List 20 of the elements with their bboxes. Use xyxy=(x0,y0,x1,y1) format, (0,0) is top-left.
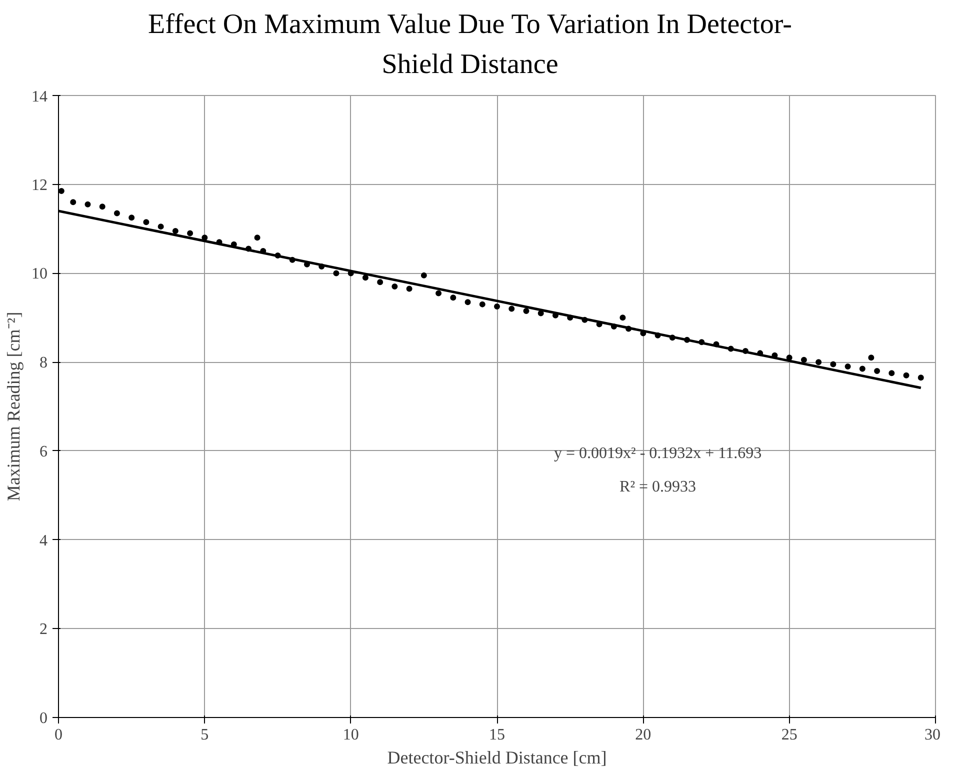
y-tick-label: 14 xyxy=(32,88,48,106)
y-tick-label: 2 xyxy=(40,621,48,638)
x-tick-label: 30 xyxy=(924,726,940,744)
x-tick-label: 5 xyxy=(200,726,209,744)
y-tick-label: 4 xyxy=(40,532,48,550)
x-tick-label: 10 xyxy=(342,726,359,744)
annotation: y = 0.0019x² - 0.1932x + 11.693 xyxy=(554,445,762,462)
y-tick-label: 6 xyxy=(40,443,48,460)
y-tick-label: 10 xyxy=(32,266,48,283)
y-tick-label: 8 xyxy=(40,354,48,372)
x-axis-title: Detector-Shield Distance [cm] xyxy=(387,748,607,768)
annotation: R² = 0.9933 xyxy=(620,478,696,496)
x-tick-label: 25 xyxy=(781,726,798,744)
y-axis-title: Maximum Reading [cm⁻²] xyxy=(4,312,24,502)
x-tick-label: 15 xyxy=(489,726,505,744)
x-tick-label: 0 xyxy=(54,726,62,744)
y-tick-label: 12 xyxy=(32,176,48,194)
chart-title: Effect On Maximum Value Due To Variation In Detector-Shield Distance xyxy=(147,8,793,82)
x-tick-label: 20 xyxy=(635,726,652,744)
y-tick-label: 0 xyxy=(40,710,48,727)
